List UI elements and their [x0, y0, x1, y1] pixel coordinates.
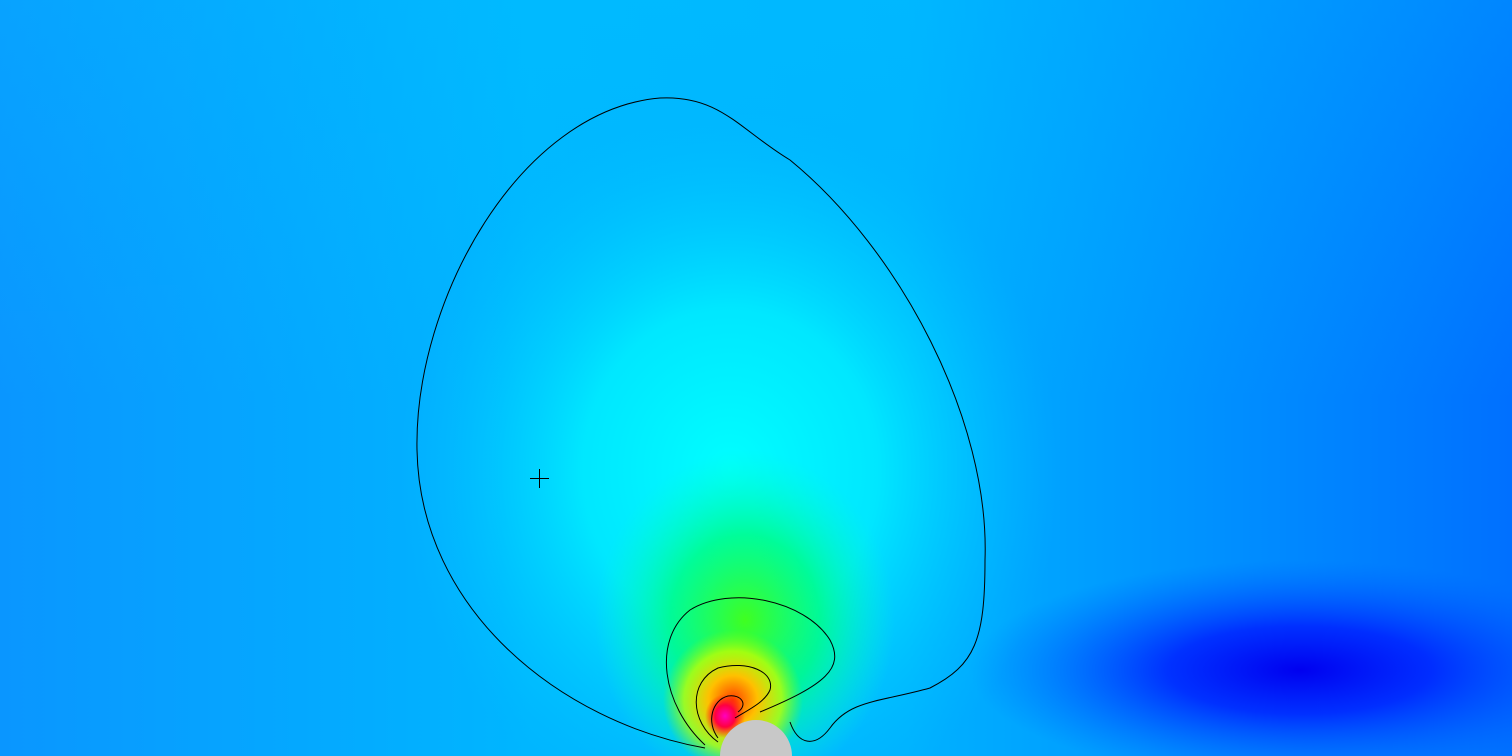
contour-line	[416, 97, 986, 749]
contour-line	[665, 597, 836, 746]
contour-line	[695, 664, 772, 743]
plume-region	[400, 110, 1060, 756]
probe-marker	[530, 469, 549, 488]
cylinder	[720, 720, 792, 756]
contour-line	[711, 695, 744, 739]
wake-region	[970, 560, 1512, 756]
